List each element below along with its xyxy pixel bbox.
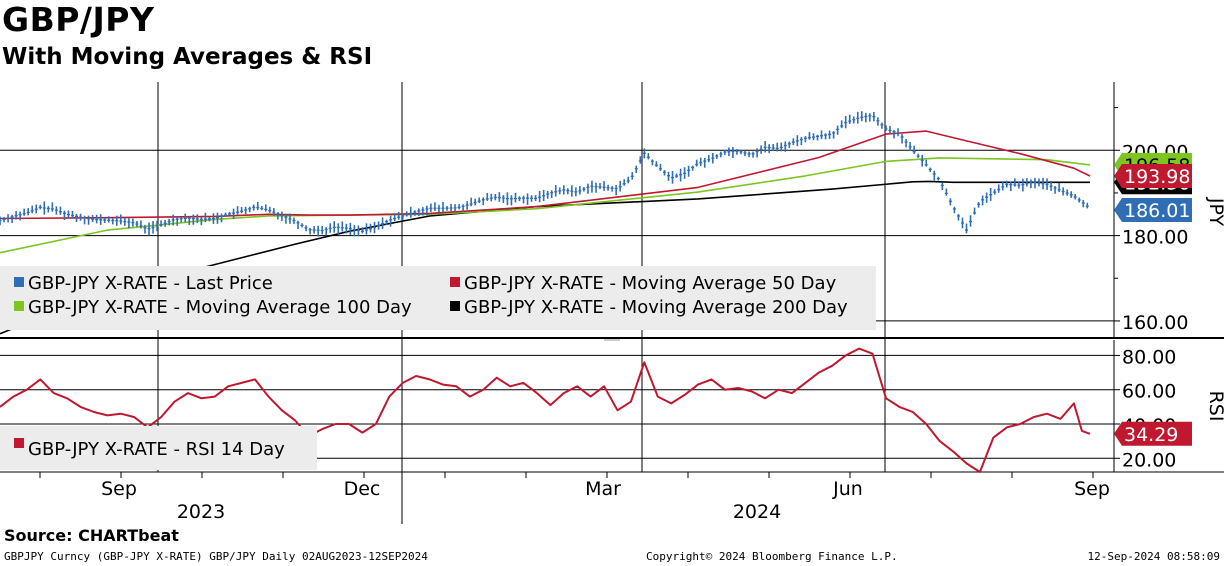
legend-label: GBP-JPY X-RATE - Moving Average 100 Day <box>28 297 412 318</box>
price-tick-label: 160.00 <box>1122 312 1188 334</box>
ma50-series <box>0 130 1091 220</box>
legend-label: GBP-JPY X-RATE - Moving Average 50 Day <box>464 273 837 294</box>
x-year-label: 2023 <box>177 501 225 523</box>
chart-title: GBP/JPY <box>2 0 155 39</box>
x-month-label: Dec <box>344 478 381 500</box>
footer-timestamp: 12-Sep-2024 08:58:09 <box>1087 550 1220 563</box>
legend-label: GBP-JPY X-RATE - RSI 14 Day <box>28 439 285 460</box>
ma50-tag-bg <box>1114 163 1192 188</box>
ma100-line <box>0 157 1091 254</box>
price-legend-box <box>0 266 876 330</box>
rsi-tag-bg <box>1114 421 1192 446</box>
x-axis-labels: Sep Dec Mar Jun Sep 2023 2024 <box>39 472 1110 523</box>
legend-label: GBP-JPY X-RATE - Last Price <box>28 273 273 294</box>
rsi-tick-label: 60.00 <box>1122 381 1176 403</box>
price-tick-label: 180.00 <box>1122 227 1188 249</box>
legend-label: GBP-JPY X-RATE - Moving Average 200 Day <box>464 297 848 318</box>
price-legend: GBP-JPY X-RATE - Last Price GBP-JPY X-RAT… <box>14 273 848 318</box>
rsi-line <box>0 347 1091 473</box>
price-series <box>0 111 1089 237</box>
x-month-label: Sep <box>101 478 137 500</box>
footer-ticker-info: GBPJPY Curncy (GBP-JPY X-RATE) GBP/JPY D… <box>4 550 428 563</box>
rsi-tick-label: 20.00 <box>1122 449 1176 471</box>
legend-swatch <box>14 277 24 287</box>
legend-swatch <box>450 301 460 311</box>
price-tag-label: 186.01 <box>1124 200 1190 222</box>
footer-copyright: Copyright© 2024 Bloomberg Finance L.P. <box>646 550 898 563</box>
rsi-y-label: RSI <box>1205 391 1224 422</box>
chart-subtitle: With Moving Averages & RSI <box>2 44 373 70</box>
rsi-legend: GBP-JPY X-RATE - RSI 14 Day <box>14 438 285 460</box>
rsi-tick-label: 80.00 <box>1122 346 1176 368</box>
price-y-label: JPY <box>1205 197 1224 227</box>
rsi-gridlines <box>0 354 1114 459</box>
ma50-line <box>0 130 1091 220</box>
legend-swatch <box>450 277 460 287</box>
ma100-series <box>0 157 1091 254</box>
price-tag-bg <box>1114 197 1192 222</box>
source-label: Source: CHARTbeat <box>4 526 179 545</box>
x-month-label: Mar <box>585 478 621 500</box>
legend-swatch <box>14 438 24 448</box>
legend-swatch <box>14 301 24 311</box>
rsi-legend-box <box>0 426 317 470</box>
rsi-tag-label: 34.29 <box>1124 424 1178 446</box>
rsi-series <box>0 347 1091 473</box>
x-year-label: 2024 <box>733 501 781 523</box>
x-month-label: Sep <box>1074 478 1110 500</box>
x-month-label: Jun <box>832 478 863 500</box>
ma50-tag-label: 193.98 <box>1124 166 1190 188</box>
